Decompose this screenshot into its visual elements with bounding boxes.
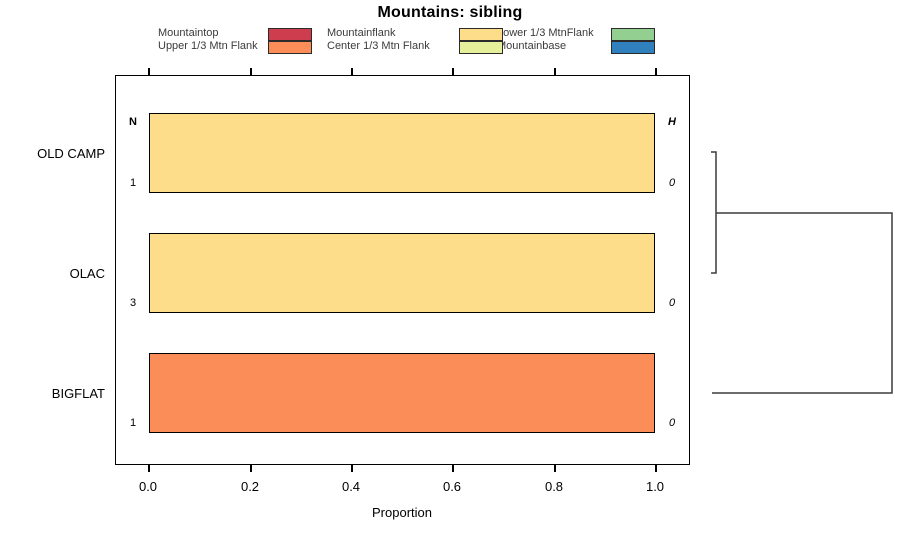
legend-label-mountaintop: Mountaintop [158,27,219,39]
x-tick-1.0 [655,465,657,472]
x-tick-0.6 [452,465,454,472]
bar-olac [149,233,655,313]
x-tick-label: 0.8 [544,479,564,494]
bar-bigflat [149,353,655,433]
legend-swatch-upper-flank [268,41,312,54]
dendrogram-merge-oldcamp-olac [711,151,717,274]
n-value-bigflat: 1 [129,417,137,429]
x-tick-top-0.0 [148,68,150,75]
h-value-bigflat: 0 [668,417,676,429]
n-column-header: N [129,116,137,128]
plot-area [115,75,690,465]
legend-swatch-mountainflank [459,28,503,41]
x-tick-label: 0.6 [442,479,462,494]
chart-title: Mountains: sibling [377,4,523,21]
legend-swatch-center-flank [459,41,503,54]
x-tick-label: 0.0 [138,479,158,494]
x-tick-0.0 [148,465,150,472]
bar-old-camp [149,113,655,193]
x-tick-top-0.4 [351,68,353,75]
category-label-old-camp: OLD CAMP [37,146,105,161]
legend-label-center-flank: Center 1/3 Mtn Flank [327,40,430,52]
category-label-bigflat: BIGFLAT [51,386,105,401]
x-tick-0.8 [554,465,556,472]
n-value-old-camp: 1 [129,177,137,189]
n-value-olac: 3 [129,297,137,309]
x-tick-label: 0.2 [240,479,260,494]
x-tick-top-0.8 [554,68,556,75]
dendrogram-merge-cluster-bigflat [712,212,893,394]
legend-swatch-mountainbase [611,41,655,54]
x-tick-top-0.2 [250,68,252,75]
h-column-header: H [668,116,676,128]
legend-swatch-lower-flank [611,28,655,41]
x-tick-top-1.0 [655,68,657,75]
x-tick-label: 0.4 [341,479,361,494]
legend-label-upper-flank: Upper 1/3 Mtn Flank [158,40,258,52]
x-tick-0.2 [250,465,252,472]
x-tick-label: 1.0 [645,479,665,494]
legend-label-mountainflank: Mountainflank [327,27,396,39]
x-axis-label: Proportion [372,505,432,520]
legend-swatch-mountaintop [268,28,312,41]
category-label-olac: OLAC [69,266,105,281]
x-tick-0.4 [351,465,353,472]
legend-label-mountainbase: Mountainbase [497,40,567,52]
x-tick-top-0.6 [452,68,454,75]
h-value-old-camp: 0 [668,177,676,189]
h-value-olac: 0 [668,297,676,309]
legend-label-lower-flank: Lower 1/3 MtnFlank [497,27,594,39]
